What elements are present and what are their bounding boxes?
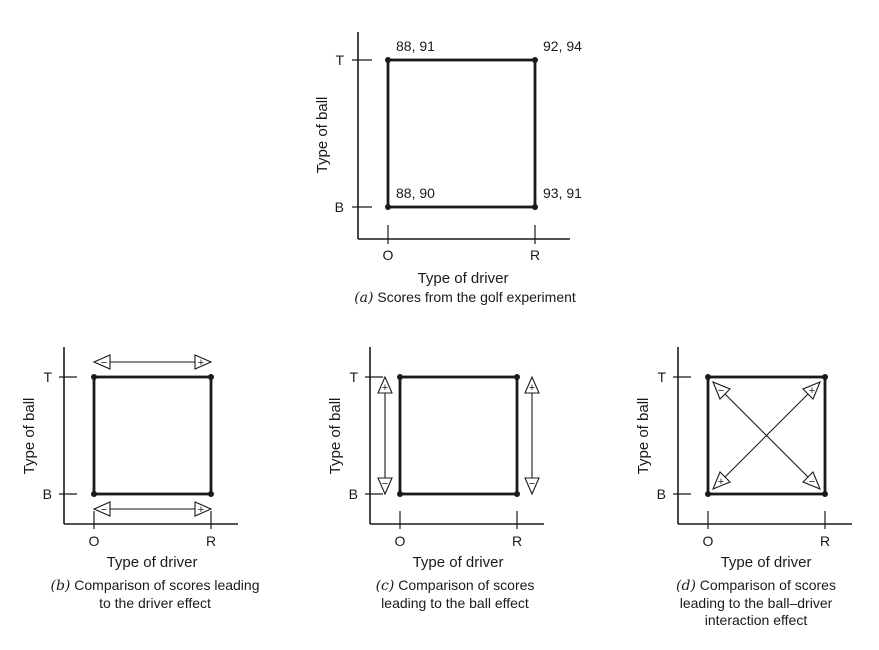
panel-c-corner-to (397, 374, 403, 380)
panel-b-y-title: Type of ball (21, 398, 38, 475)
panel-b-arrowhead-top-minus (92, 354, 111, 370)
panel-c-caption-line1: Comparison of scores (398, 577, 535, 593)
panel-b-sign-top-plus: + (198, 357, 204, 369)
panel-d-arrowhead-tr-plus (802, 380, 822, 400)
panel-d-caption-letter: (d) (676, 578, 696, 594)
panel-d-arrowhead-br-minus (802, 471, 822, 491)
panel-d-x-title: Type of driver (721, 554, 812, 571)
panel-a-square (386, 58, 537, 209)
panel-c-arrowhead-left-plus (377, 375, 393, 394)
panel-b-square (92, 375, 213, 496)
panel-c-tick-label-b: B (349, 486, 358, 502)
panel-d-diagonal-bo-tr (721, 390, 812, 481)
panel-a-corner-bo (385, 204, 391, 210)
panel-d: − − + + T B O R Type of driver Type of b… (635, 347, 852, 571)
panel-a-score-bo: 88, 90 (396, 185, 435, 201)
panel-b-caption: (b) Comparison of scores leading to the … (10, 577, 300, 612)
panel-b-tick-label-r: R (206, 533, 216, 549)
panel-c-caption-letter: (c) (375, 578, 395, 594)
panel-d-tick-label-o: O (703, 533, 714, 549)
panel-c-tick-label-t: T (349, 369, 358, 385)
panel-b-x-title: Type of driver (107, 554, 198, 571)
panel-c-tick-label-o: O (395, 533, 406, 549)
panel-b-arrowhead-top-plus (194, 354, 213, 370)
panel-c-caption: (c) Comparison of scores leading to the … (330, 577, 580, 612)
panel-a-score-tr: 92, 94 (543, 38, 582, 54)
panel-b-tick-label-t: T (43, 369, 52, 385)
panel-d-sign-br-minus: − (809, 476, 815, 488)
panel-d-sign-bo-plus: + (718, 476, 724, 488)
panel-d-caption-line1: Comparison of scores (699, 577, 836, 593)
panel-c-sign-left-minus: − (382, 478, 388, 490)
panel-c: + − + − T B O R Type of driver Type of b… (327, 347, 544, 571)
panel-a-caption: (a) Scores from the golf experiment (270, 289, 660, 307)
panel-a-y-title: Type of ball (314, 97, 331, 174)
panel-d-corner-tr (822, 374, 828, 380)
panel-d-y-title: Type of ball (635, 398, 652, 475)
panel-d-corner-to (705, 374, 711, 380)
panel-c-corner-br (514, 491, 520, 497)
panel-a-corner-tr (532, 57, 538, 63)
panel-d-tick-label-t: T (657, 369, 666, 385)
panel-a: 88, 91 92, 94 88, 90 93, 91 T B O R Type… (314, 32, 582, 287)
panel-b-arrowhead-bottom-plus (194, 501, 213, 517)
panel-a-caption-letter: (a) (354, 290, 374, 306)
panel-a-score-to: 88, 91 (396, 38, 435, 54)
panel-c-sign-left-plus: + (382, 382, 388, 394)
panel-d-arrowhead-to-minus (711, 380, 731, 400)
panel-d-square (706, 375, 827, 496)
panel-d-corner-br (822, 491, 828, 497)
panel-b-caption-letter: (b) (50, 578, 71, 594)
panel-a-tick-label-b: B (335, 199, 344, 215)
panel-d-caption-line2: leading to the ball–driver (679, 595, 833, 611)
panel-b-sign-bottom-plus: + (198, 504, 204, 516)
panel-c-corner-bo (397, 491, 403, 497)
panel-a-tick-label-o: O (383, 247, 394, 263)
panel-b-corner-to (91, 374, 97, 380)
panel-d-sign-tr-plus: + (809, 385, 815, 397)
panel-d-arrowhead-bo-plus (711, 471, 731, 491)
panel-c-sign-right-plus: + (529, 382, 535, 394)
panel-a-corner-br (532, 204, 538, 210)
panel-c-y-title: Type of ball (327, 398, 344, 475)
panel-c-caption-line2: leading to the ball effect (381, 595, 529, 611)
panel-c-sign-right-minus: − (529, 478, 535, 490)
panel-d-tick-label-r: R (820, 533, 830, 549)
panel-c-corner-tr (514, 374, 520, 380)
panel-b-sign-bottom-minus: − (101, 504, 107, 516)
panel-c-square (398, 375, 519, 496)
panel-a-score-br: 93, 91 (543, 185, 582, 201)
panel-b: − + − + T B O R Type of driver Type of b… (21, 347, 238, 571)
panel-c-arrowhead-right-minus (524, 477, 540, 496)
panel-b-tick-label-o: O (89, 533, 100, 549)
panel-a-tick-label-t: T (335, 52, 344, 68)
panel-a-caption-text: Scores from the golf experiment (377, 289, 576, 305)
panel-c-tick-label-r: R (512, 533, 522, 549)
panel-b-arrowhead-bottom-minus (92, 501, 111, 517)
panel-a-tick-label-r: R (530, 247, 540, 263)
panel-a-x-title: Type of driver (418, 270, 509, 287)
panel-d-corner-bo (705, 491, 711, 497)
panel-b-caption-line1: Comparison of scores leading (74, 577, 260, 593)
panel-b-caption-line2: to the driver effect (99, 595, 211, 611)
panel-b-tick-label-b: B (43, 486, 52, 502)
panel-d-sign-to-minus: − (718, 385, 724, 397)
panel-b-corner-bo (91, 491, 97, 497)
panel-c-x-title: Type of driver (413, 554, 504, 571)
panel-d-caption-line3: interaction effect (704, 612, 808, 628)
panel-b-sign-top-minus: − (101, 357, 107, 369)
panel-b-corner-br (208, 491, 214, 497)
panel-d-tick-label-b: B (657, 486, 666, 502)
panel-c-arrowhead-right-plus (524, 375, 540, 394)
panel-c-arrowhead-left-minus (377, 477, 393, 496)
panel-b-corner-tr (208, 374, 214, 380)
panel-a-corner-to (385, 57, 391, 63)
panel-d-caption: (d) Comparison of scores leading to the … (636, 577, 876, 629)
